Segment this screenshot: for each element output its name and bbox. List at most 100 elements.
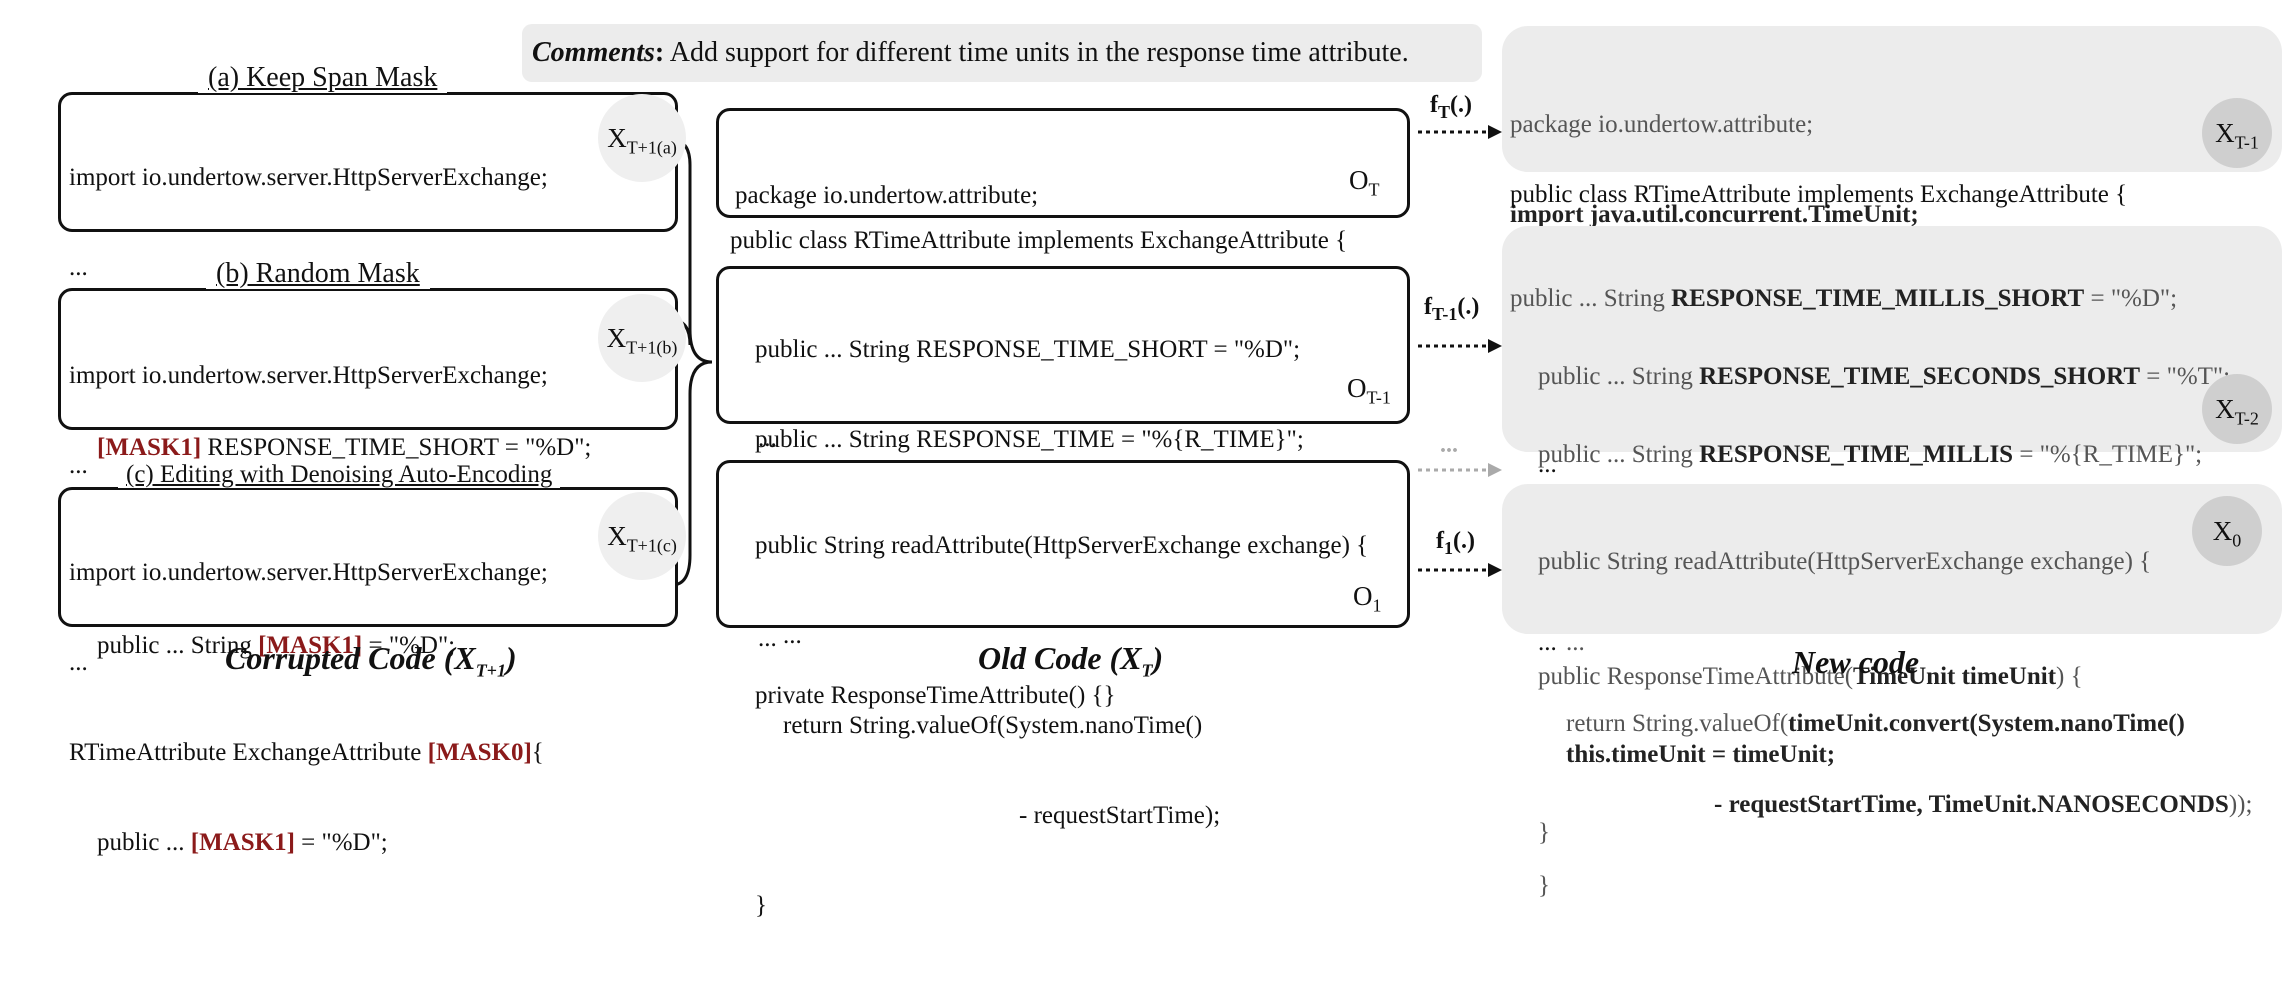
comment-text: Add support for different time units in … — [669, 37, 1409, 68]
node-x-t-2: XT-2 — [2202, 374, 2272, 444]
caption-text: Old Code (X — [978, 640, 1142, 676]
label-fT: fT(.) — [1430, 92, 1472, 123]
old-box-2: public ... String RESPONSE_TIME_SHORT = … — [716, 266, 1410, 709]
code-line: ... — [69, 452, 88, 479]
new-between-2: ... — [1538, 451, 1557, 478]
arrow-label-sub: T-1 — [1432, 303, 1458, 324]
code-text: )); — [2228, 791, 2253, 818]
arrow-label-text: f — [1436, 528, 1444, 554]
code-line: public ResponseTimeAttribute(TimeUnit ti… — [1510, 664, 2230, 690]
caption-text: Corrupted Code (X — [225, 640, 476, 676]
arrow-label-sub: T — [1438, 101, 1451, 122]
code-bold: RESPONSE_TIME_MILLIS — [1699, 441, 2014, 468]
node-sub: T+1(c) — [626, 535, 677, 556]
code-line: public ... String RESPONSE_TIME_SHORT = … — [755, 336, 1301, 363]
old-box-3-code: public String readAttribute(HttpServerEx… — [755, 471, 1368, 981]
new-box-3: public String readAttribute(HttpServerEx… — [1502, 484, 2282, 899]
node-label: X — [2215, 118, 2235, 148]
arrow-fT-head — [1488, 125, 1502, 139]
label-f1: f1(.) — [1436, 528, 1475, 559]
code-line: package io.undertow.attribute; — [735, 182, 1039, 209]
new-after: ... — [1538, 629, 1557, 656]
code-bold: RESPONSE_TIME_MILLIS_SHORT — [1671, 285, 2085, 312]
node-x-t-1: XT-1 — [2202, 98, 2272, 168]
mask-token: [MASK1] — [258, 632, 363, 659]
arrow-label-end: (.) — [1457, 294, 1480, 320]
code-text: public ... — [97, 829, 191, 856]
code-line: import io.undertow.server.HttpServerExch… — [69, 362, 548, 389]
code-bold: - requestStartTime, TimeUnit.NANOSECONDS — [1714, 791, 2229, 818]
old-box-3: public String readAttribute(HttpServerEx… — [716, 460, 1410, 919]
node-label: X — [2215, 394, 2235, 424]
code-bold: RESPONSE_TIME_SECONDS_SHORT — [1699, 363, 2141, 390]
title-text: (c) Editing with Denoising Auto-Encoding — [118, 461, 561, 488]
mask-token: [MASK0] — [427, 739, 532, 766]
old-box-1: package io.undertow.attribute; import io… — [716, 108, 1410, 389]
old-between-1: public class RTimeAttribute implements E… — [730, 227, 1348, 254]
node-x-c: XT+1(c) — [598, 492, 686, 580]
caption-old: Old Code (XT) — [978, 640, 1163, 681]
mask-token: [MASK1] — [97, 434, 202, 461]
code-text: public ... String — [1538, 363, 1700, 390]
node-o-t: OT — [1349, 165, 1380, 200]
code-text: = "%D"; — [294, 829, 388, 856]
code-text: ) { — [2056, 663, 2083, 690]
node-sub: 1 — [1372, 595, 1382, 616]
corrupted-c-code: import io.undertow.server.HttpServerExch… — [69, 498, 548, 918]
new-box-2: public ... String RESPONSE_TIME_MILLIS_S… — [1502, 226, 2282, 846]
code-line: public ... String RESPONSE_TIME = "%{R_T… — [755, 426, 1304, 453]
arrow-f1-head — [1488, 563, 1502, 577]
title-b: (b) Random Mask — [206, 258, 430, 290]
node-sub: T-2 — [2234, 408, 2259, 429]
code-line: ... — [69, 649, 88, 676]
caption-corrupted: Corrupted Code (XT+1) — [225, 640, 517, 681]
code-line: public ... String [MASK1] = "%D"; — [69, 631, 548, 661]
code-line: package io.undertow.attribute; — [1510, 111, 1814, 138]
arrow-label-text: f — [1430, 92, 1438, 118]
title-text: (b) Random Mask — [206, 258, 430, 289]
code-line: import io.undertow.server.HttpServerExch… — [69, 559, 548, 586]
code-line: [MASK1] RESPONSE_TIME_SHORT = "%D"; — [69, 433, 591, 463]
arrow-fT-1-head — [1488, 339, 1502, 353]
node-label: X — [606, 323, 627, 353]
arrow-label-end: (.) — [1453, 528, 1475, 554]
node-label: X — [2212, 516, 2233, 546]
code-text: public ResponseTimeAttribute( — [1538, 663, 1854, 690]
new-box-3-code: public String readAttribute(HttpServerEx… — [1538, 494, 2252, 953]
node-sub: T+1(b) — [626, 337, 678, 358]
code-line: public ... String RESPONSE_TIME_SECONDS_… — [1510, 364, 2230, 390]
node-label: O — [1349, 165, 1369, 195]
old-after: ... — [758, 625, 777, 652]
code-text: public ... String — [1510, 285, 1672, 312]
brace — [671, 138, 713, 587]
node-label: X — [607, 123, 627, 153]
node-sub: 0 — [2232, 530, 2242, 551]
corrupted-box-c: import io.undertow.server.HttpServerExch… — [58, 487, 678, 856]
code-line: } — [755, 892, 767, 919]
code-line: - requestStartTime, TimeUnit.NANOSECONDS… — [1538, 791, 2252, 818]
code-line: RTimeAttribute ExchangeAttribute [MASK0]… — [69, 738, 548, 768]
arrow-label-sub: 1 — [1444, 537, 1453, 558]
arrow-label-text: f — [1424, 294, 1432, 320]
label-ellipsis: ... — [1440, 432, 1458, 458]
comment-label: Comments — [532, 37, 655, 68]
code-text: return String.valueOf( — [1566, 710, 1789, 737]
node-sub: T-1 — [1366, 387, 1391, 408]
caption-sub: T+1 — [475, 660, 506, 681]
corrupted-box-a: import io.undertow.server.HttpServerExch… — [58, 92, 678, 461]
code-text: RTimeAttribute ExchangeAttribute — [69, 739, 428, 766]
node-sub: T+1(a) — [626, 137, 677, 158]
node-sub: T-1 — [2234, 132, 2259, 153]
code-bold: timeUnit.convert(System.nanoTime() — [1788, 710, 2185, 737]
node-label: X — [607, 521, 627, 551]
mask-token: [MASK1] — [190, 829, 295, 856]
node-sub: T — [1368, 179, 1380, 200]
code-line: public String readAttribute(HttpServerEx… — [755, 532, 1369, 559]
code-line: } — [1538, 872, 1550, 899]
caption-end: ) — [1152, 640, 1164, 676]
code-line: ... — [783, 622, 802, 649]
code-line: ... — [1566, 629, 1585, 656]
code-text: = "%D"; — [362, 632, 456, 659]
code-line: import java.util.concurrent.TimeUnit; — [1510, 201, 1919, 228]
comment-bar: Comments: Add support for different time… — [522, 24, 1482, 82]
